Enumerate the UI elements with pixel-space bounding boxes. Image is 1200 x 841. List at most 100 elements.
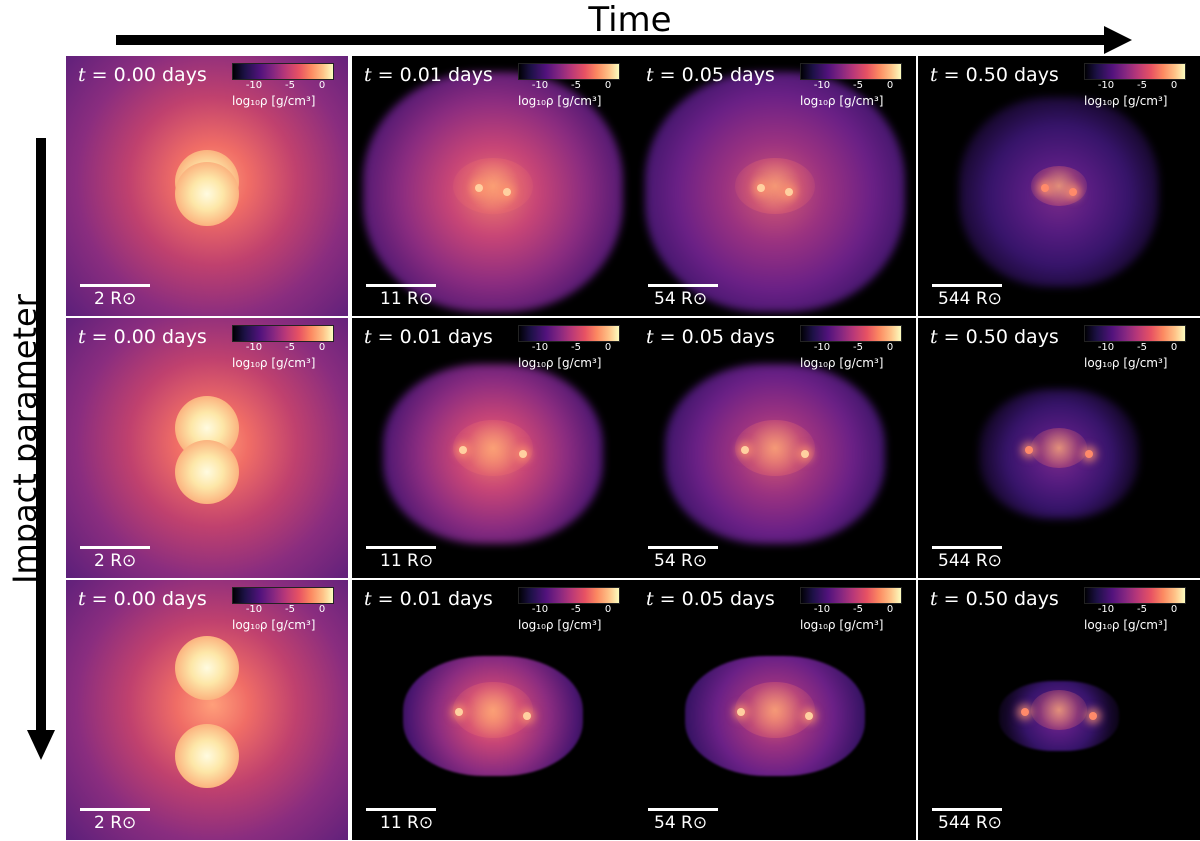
time-value: = 0.05 days <box>653 64 775 86</box>
stellar-cores <box>352 56 634 316</box>
center-glow <box>735 682 815 738</box>
stellar-cores <box>918 318 1200 578</box>
star-core-a <box>757 184 765 192</box>
time-symbol: t <box>78 326 86 348</box>
time-symbol: t <box>364 326 372 348</box>
scale-bar <box>932 546 1002 549</box>
colorbar-tick-label: -5 <box>853 604 863 615</box>
scale-bar-label: 54 R⊙ <box>654 289 708 309</box>
center-glow <box>1031 428 1087 468</box>
snapshot-panel-r3-c1: t = 0.00 days -10 -5 0 log₁₀ρ [g/cm³] 2 R⊙ <box>66 580 348 840</box>
time-value: = 0.00 days <box>85 64 207 86</box>
scale-bar-label: 11 R⊙ <box>380 813 434 833</box>
snapshot-panel-r1-c1: t = 0.00 days -10 -5 0 log₁₀ρ [g/cm³] 2 R⊙ <box>66 56 348 316</box>
colorbar-ticks: -10 -5 0 <box>1084 342 1184 354</box>
colorbar-label: log₁₀ρ [g/cm³] <box>518 618 602 632</box>
scale-bar <box>366 546 436 549</box>
colorbar-tick-label: -10 <box>245 342 263 353</box>
colorbar-tick-label: -10 <box>245 80 263 91</box>
time-label: t = 0.01 days <box>364 64 493 86</box>
star-core-a <box>455 708 463 716</box>
time-label: t = 0.01 days <box>364 588 493 610</box>
star-core-b <box>801 450 809 458</box>
center-glow <box>453 682 533 738</box>
snapshot-panel-r3-c2: t = 0.01 days -10 -5 0 log₁₀ρ [g/cm³] 11 R⊙ <box>352 580 634 840</box>
colorbar-tick-label: -10 <box>1097 342 1115 353</box>
colorbar-tick-label: 0 <box>886 604 894 615</box>
scale-bar <box>80 808 150 811</box>
stellar-cores <box>352 580 634 840</box>
time-symbol: t <box>78 64 86 86</box>
colorbar-tick-label: -5 <box>853 80 863 91</box>
colorbar-tick-label: -5 <box>853 342 863 353</box>
scale-bar-label: 11 R⊙ <box>380 289 434 309</box>
snapshot-panel-r2-c4: t = 0.50 days -10 -5 0 log₁₀ρ [g/cm³] 544 R⊙ <box>918 318 1200 578</box>
time-arrowhead <box>1104 26 1132 54</box>
colorbar-label: log₁₀ρ [g/cm³] <box>1084 618 1168 632</box>
scale-bar <box>932 284 1002 287</box>
colorbar-ticks: -10 -5 0 <box>800 80 900 92</box>
time-label: t = 0.01 days <box>364 326 493 348</box>
colorbar-tick-label: -5 <box>571 80 581 91</box>
time-symbol: t <box>364 588 372 610</box>
scale-bar <box>80 284 150 287</box>
colorbar-label: log₁₀ρ [g/cm³] <box>800 356 884 370</box>
colorbar-tick-label: 0 <box>1170 604 1178 615</box>
scale-bar <box>648 284 718 287</box>
colorbar-tick-label: -10 <box>531 342 549 353</box>
stellar-cores <box>634 56 916 316</box>
stellar-cores <box>918 580 1200 840</box>
colorbar-ticks: -10 -5 0 <box>518 80 618 92</box>
colorbar <box>518 325 620 342</box>
snapshot-panel-r1-c3: t = 0.05 days -10 -5 0 log₁₀ρ [g/cm³] 54 R⊙ <box>634 56 916 316</box>
star-core-b <box>519 450 527 458</box>
time-value: = 0.50 days <box>937 64 1059 86</box>
colorbar-tick-label: 0 <box>604 342 612 353</box>
snapshot-panel-r1-c2: t = 0.01 days -10 -5 0 log₁₀ρ [g/cm³] 11 R⊙ <box>352 56 634 316</box>
time-axis-title: Time <box>588 0 672 40</box>
colorbar-tick-label: 0 <box>1170 80 1178 91</box>
colorbar-ticks: -10 -5 0 <box>1084 80 1184 92</box>
colorbar <box>1084 325 1186 342</box>
star-core-a <box>1025 446 1033 454</box>
colorbar <box>800 325 902 342</box>
colorbar-tick-label: -5 <box>1137 342 1147 353</box>
colorbar-tick-label: 0 <box>886 80 894 91</box>
time-value: = 0.01 days <box>371 326 493 348</box>
stellar-cores <box>66 318 348 578</box>
star-core-b <box>1089 712 1097 720</box>
colorbar-label: log₁₀ρ [g/cm³] <box>800 618 884 632</box>
scale-bar <box>366 808 436 811</box>
colorbar-tick-label: -10 <box>531 80 549 91</box>
snapshot-panel-r3-c4: t = 0.50 days -10 -5 0 log₁₀ρ [g/cm³] 544 R⊙ <box>918 580 1200 840</box>
time-label: t = 0.05 days <box>646 64 775 86</box>
colorbar <box>800 587 902 604</box>
star-core-b <box>175 162 239 226</box>
colorbar-tick-label: -5 <box>285 342 295 353</box>
colorbar-tick-label: 0 <box>1170 342 1178 353</box>
time-label: t = 0.05 days <box>646 326 775 348</box>
time-value: = 0.50 days <box>937 588 1059 610</box>
time-label: t = 0.05 days <box>646 588 775 610</box>
colorbar-ticks: -10 -5 0 <box>232 80 332 92</box>
scale-bar-label: 544 R⊙ <box>938 551 1002 571</box>
snapshot-panel-r1-c4: t = 0.50 days -10 -5 0 log₁₀ρ [g/cm³] 544 R⊙ <box>918 56 1200 316</box>
time-symbol: t <box>930 588 938 610</box>
colorbar-ticks: -10 -5 0 <box>232 342 332 354</box>
colorbar-tick-label: -10 <box>1097 80 1115 91</box>
colorbar-label: log₁₀ρ [g/cm³] <box>1084 356 1168 370</box>
scale-bar <box>648 546 718 549</box>
colorbar-tick-label: -5 <box>285 604 295 615</box>
colorbar <box>232 63 334 80</box>
scale-bar-label: 2 R⊙ <box>94 813 137 833</box>
time-symbol: t <box>646 588 654 610</box>
star-core-a <box>1041 184 1049 192</box>
stellar-cores <box>634 580 916 840</box>
colorbar-tick-label: 0 <box>886 342 894 353</box>
scale-bar-label: 2 R⊙ <box>94 551 137 571</box>
time-value: = 0.05 days <box>653 326 775 348</box>
scale-bar-label: 54 R⊙ <box>654 813 708 833</box>
colorbar <box>232 587 334 604</box>
colorbar <box>1084 587 1186 604</box>
